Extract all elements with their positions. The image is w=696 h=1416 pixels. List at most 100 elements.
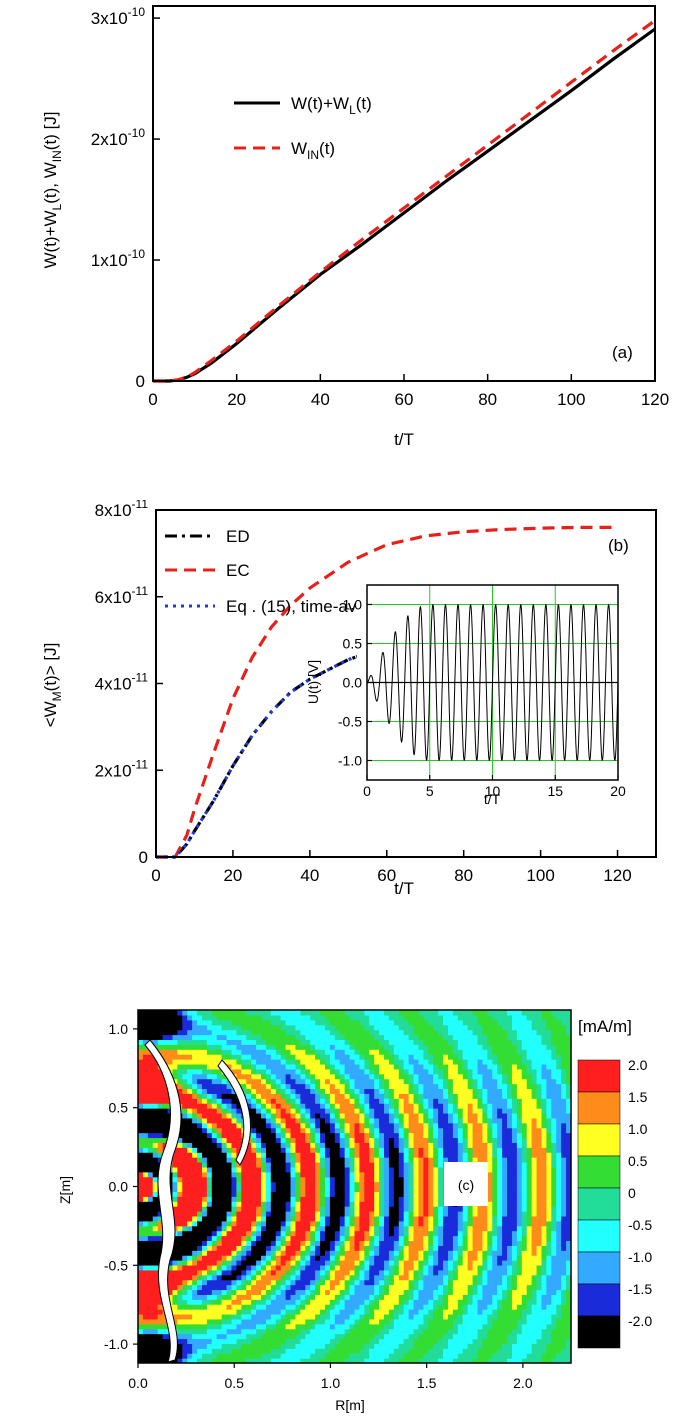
heatmap-cell [403, 1147, 410, 1153]
heatmap-cell [398, 1328, 405, 1335]
heatmap-cell [369, 1220, 375, 1227]
heatmap-cell [413, 1019, 420, 1026]
heatmap-cell [270, 1014, 277, 1021]
heatmap-cell [329, 1284, 336, 1291]
heatmap-cell [295, 1348, 301, 1354]
heatmap-cell [443, 1264, 449, 1271]
heatmap-cell [216, 1044, 223, 1050]
heatmap-cell [280, 1098, 287, 1104]
heatmap-cell [231, 1240, 238, 1246]
heatmap-cell [295, 1245, 301, 1251]
heatmap-cell [310, 1328, 316, 1335]
heatmap-cell [251, 1304, 257, 1310]
heatmap-cell [443, 1240, 449, 1246]
heatmap-cell [374, 1264, 380, 1271]
heatmap-cell [452, 1157, 459, 1163]
heatmap-cell [226, 1274, 233, 1281]
heatmap-cell [206, 1353, 213, 1359]
heatmap-cell [290, 1019, 297, 1026]
heatmap-cell [251, 1343, 257, 1349]
heatmap-cell [359, 1044, 365, 1050]
heatmap-cell [206, 1260, 213, 1266]
heatmap-cell [275, 1034, 282, 1041]
heatmap-cell [261, 1279, 267, 1286]
heatmap-cell [152, 1348, 159, 1354]
heatmap-cell [241, 1171, 247, 1178]
heatmap-cell [457, 1206, 464, 1212]
heatmap-cell [428, 1117, 434, 1124]
heatmap-cell [261, 1127, 267, 1134]
heatmap-cell [285, 1161, 292, 1168]
heatmap-cell [344, 1220, 351, 1227]
heatmap-cell [201, 1225, 208, 1232]
heatmap-cell [354, 1235, 361, 1242]
heatmap-cell [147, 1269, 154, 1276]
heatmap-cell [369, 1240, 375, 1246]
heatmap-cell [438, 1338, 444, 1344]
heatmap-cell [177, 1225, 183, 1232]
heatmap-cell [349, 1010, 356, 1016]
heatmap-cell [275, 1122, 282, 1129]
heatmap-cell [369, 1127, 375, 1134]
heatmap-cell [457, 1353, 464, 1359]
heatmap-cell [142, 1112, 149, 1119]
heatmap-cell [236, 1117, 242, 1124]
heatmap-cell [221, 1142, 228, 1148]
heatmap-cell [310, 1289, 316, 1295]
heatmap-cell [261, 1353, 267, 1359]
heatmap-cell [142, 1171, 149, 1178]
heatmap-cell [428, 1063, 434, 1070]
heatmap-cell [364, 1098, 370, 1104]
heatmap-cell [231, 1191, 238, 1197]
heatmap-cell [216, 1264, 223, 1271]
heatmap-cell [246, 1171, 252, 1178]
heatmap-cell [443, 1225, 449, 1232]
heatmap-cell [147, 1318, 154, 1325]
heatmap-cell [187, 1245, 193, 1251]
heatmap-cell [369, 1044, 375, 1050]
chart-b-ylabel: <WM(t)> [J] [41, 643, 64, 728]
heatmap-cell [251, 1147, 257, 1153]
heatmap-cell [374, 1034, 380, 1041]
heatmap-cell [197, 1250, 203, 1256]
heatmap-cell [256, 1338, 262, 1344]
heatmap-cell [433, 1152, 439, 1158]
heatmap-cell [300, 1103, 306, 1109]
heatmap-cell [457, 1137, 464, 1143]
heatmap-cell [447, 1235, 454, 1242]
heatmap-cell [290, 1353, 297, 1359]
heatmap-cell [344, 1108, 351, 1114]
heatmap-cell [398, 1049, 405, 1055]
heatmap-cell [236, 1215, 242, 1222]
heatmap-cell [467, 1019, 474, 1026]
heatmap-cell [300, 1240, 306, 1246]
heatmap-cell [216, 1196, 223, 1202]
heatmap-cell [324, 1264, 331, 1271]
heatmap-cell [359, 1279, 365, 1286]
heatmap-cell [285, 1348, 292, 1354]
heatmap-cell [216, 1269, 223, 1276]
heatmap-cell [369, 1353, 375, 1359]
heatmap-cell [443, 1206, 449, 1212]
chart-b-xtick-label: 100 [526, 866, 554, 885]
heatmap-cell [462, 1122, 469, 1129]
heatmap-cell [329, 1211, 336, 1217]
heatmap-cell [374, 1284, 380, 1291]
heatmap-cell [315, 1220, 321, 1227]
heatmap-cell [438, 1063, 444, 1070]
heatmap-cell [364, 1127, 370, 1134]
heatmap-cell [157, 1338, 164, 1344]
heatmap-cell [443, 1230, 449, 1237]
heatmap-cell [201, 1117, 208, 1124]
heatmap-cell [172, 1024, 178, 1031]
heatmap-cell [369, 1137, 375, 1143]
heatmap-cell [241, 1206, 247, 1212]
heatmap-cell [369, 1122, 375, 1129]
heatmap-cell [187, 1206, 193, 1212]
heatmap-cell [354, 1142, 361, 1148]
heatmap-cell [256, 1215, 262, 1222]
heatmap-cell [290, 1112, 297, 1119]
heatmap-cell [388, 1240, 395, 1246]
heatmap-cell [467, 1211, 474, 1217]
heatmap-cell [152, 1196, 159, 1202]
